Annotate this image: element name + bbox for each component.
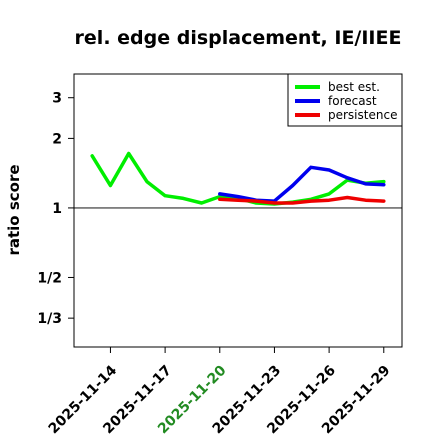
y-tick-label: 1/2 bbox=[37, 270, 62, 286]
y-tick-label: 3 bbox=[52, 91, 62, 107]
y-axis-ticks: 1/3 1/2 1 2 3 bbox=[37, 91, 74, 327]
series-lines bbox=[90, 151, 386, 206]
legend-label: forecast bbox=[328, 94, 377, 108]
series-line-persistence bbox=[218, 195, 386, 205]
series-line-best-est- bbox=[90, 151, 386, 206]
legend-label: persistence bbox=[328, 108, 397, 122]
y-tick-label: 1 bbox=[52, 201, 62, 217]
series-line-forecast bbox=[218, 165, 386, 203]
y-axis-label: ratio score bbox=[5, 164, 23, 255]
x-axis-ticks: 2025-11-142025-11-172025-11-202025-11-23… bbox=[46, 347, 394, 437]
plot-frame bbox=[73, 73, 403, 348]
y-tick-label: 2 bbox=[52, 131, 62, 147]
chart-title: rel. edge displacement, IE/IIEE bbox=[75, 27, 402, 49]
legend-label: best est. bbox=[328, 80, 380, 94]
y-tick-label: 1/3 bbox=[37, 311, 62, 327]
